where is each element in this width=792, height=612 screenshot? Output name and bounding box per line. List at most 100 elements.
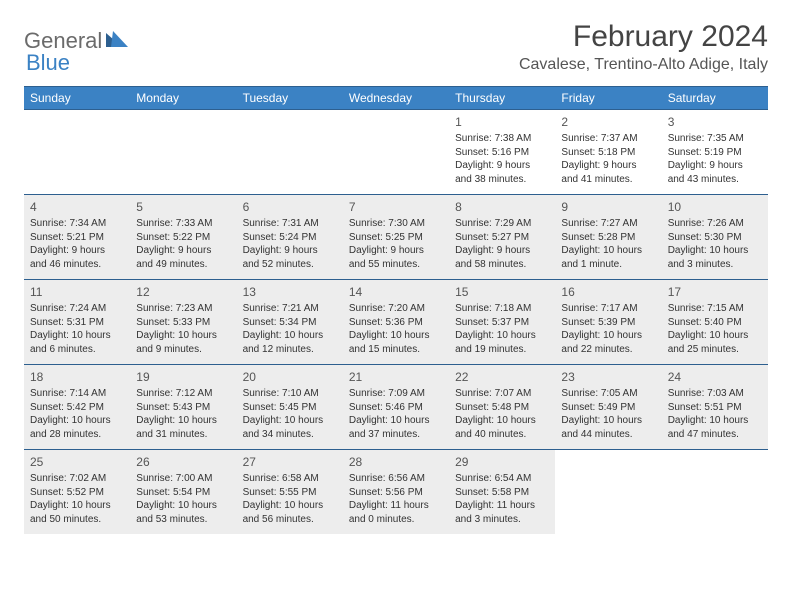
day-number: 22: [455, 369, 549, 385]
day-number: 5: [136, 199, 230, 215]
day-cell: 10Sunrise: 7:26 AMSunset: 5:30 PMDayligh…: [662, 195, 768, 279]
day-sunset: Sunset: 5:34 PM: [243, 316, 337, 330]
day-daylight1: Daylight: 10 hours: [30, 329, 124, 343]
day-sunset: Sunset: 5:40 PM: [668, 316, 762, 330]
day-daylight2: and 49 minutes.: [136, 258, 230, 272]
day-sunrise: Sunrise: 7:12 AM: [136, 387, 230, 401]
day-daylight1: Daylight: 10 hours: [136, 329, 230, 343]
day-sunrise: Sunrise: 7:20 AM: [349, 302, 443, 316]
day-cell: 20Sunrise: 7:10 AMSunset: 5:45 PMDayligh…: [237, 365, 343, 449]
day-sunset: Sunset: 5:54 PM: [136, 486, 230, 500]
day-number: 28: [349, 454, 443, 470]
day-number: 4: [30, 199, 124, 215]
day-daylight2: and 6 minutes.: [30, 343, 124, 357]
day-daylight1: Daylight: 9 hours: [561, 159, 655, 173]
day-daylight1: Daylight: 10 hours: [668, 329, 762, 343]
day-daylight1: Daylight: 11 hours: [455, 499, 549, 513]
day-sunset: Sunset: 5:43 PM: [136, 401, 230, 415]
day-cell: 26Sunrise: 7:00 AMSunset: 5:54 PMDayligh…: [130, 450, 236, 534]
weekday-monday: Monday: [130, 87, 236, 109]
day-daylight1: Daylight: 10 hours: [668, 244, 762, 258]
day-cell: 15Sunrise: 7:18 AMSunset: 5:37 PMDayligh…: [449, 280, 555, 364]
day-sunset: Sunset: 5:39 PM: [561, 316, 655, 330]
day-cell: 25Sunrise: 7:02 AMSunset: 5:52 PMDayligh…: [24, 450, 130, 534]
day-number: 21: [349, 369, 443, 385]
day-sunset: Sunset: 5:56 PM: [349, 486, 443, 500]
weeks-container: 1Sunrise: 7:38 AMSunset: 5:16 PMDaylight…: [24, 109, 768, 534]
day-cell: [130, 110, 236, 194]
day-sunset: Sunset: 5:30 PM: [668, 231, 762, 245]
day-number: 19: [136, 369, 230, 385]
day-cell: 18Sunrise: 7:14 AMSunset: 5:42 PMDayligh…: [24, 365, 130, 449]
day-daylight1: Daylight: 9 hours: [243, 244, 337, 258]
day-sunrise: Sunrise: 7:05 AM: [561, 387, 655, 401]
day-sunset: Sunset: 5:49 PM: [561, 401, 655, 415]
day-daylight2: and 44 minutes.: [561, 428, 655, 442]
day-daylight1: Daylight: 10 hours: [136, 414, 230, 428]
day-sunset: Sunset: 5:37 PM: [455, 316, 549, 330]
day-daylight1: Daylight: 10 hours: [455, 414, 549, 428]
day-sunrise: Sunrise: 7:33 AM: [136, 217, 230, 231]
day-cell: [24, 110, 130, 194]
day-daylight1: Daylight: 10 hours: [349, 329, 443, 343]
day-sunset: Sunset: 5:55 PM: [243, 486, 337, 500]
day-daylight1: Daylight: 9 hours: [30, 244, 124, 258]
logo-text-blue: Blue: [26, 50, 70, 75]
day-sunset: Sunset: 5:51 PM: [668, 401, 762, 415]
title-block: February 2024 Cavalese, Trentino-Alto Ad…: [519, 20, 768, 74]
day-cell: [343, 110, 449, 194]
day-sunrise: Sunrise: 7:15 AM: [668, 302, 762, 316]
day-sunset: Sunset: 5:16 PM: [455, 146, 549, 160]
day-cell: 16Sunrise: 7:17 AMSunset: 5:39 PMDayligh…: [555, 280, 661, 364]
day-daylight2: and 28 minutes.: [30, 428, 124, 442]
day-number: 12: [136, 284, 230, 300]
day-sunset: Sunset: 5:31 PM: [30, 316, 124, 330]
day-sunrise: Sunrise: 7:09 AM: [349, 387, 443, 401]
day-cell: 2Sunrise: 7:37 AMSunset: 5:18 PMDaylight…: [555, 110, 661, 194]
day-number: 7: [349, 199, 443, 215]
day-number: 26: [136, 454, 230, 470]
day-number: 29: [455, 454, 549, 470]
day-daylight1: Daylight: 10 hours: [243, 499, 337, 513]
day-cell: 6Sunrise: 7:31 AMSunset: 5:24 PMDaylight…: [237, 195, 343, 279]
day-daylight2: and 56 minutes.: [243, 513, 337, 527]
day-daylight2: and 31 minutes.: [136, 428, 230, 442]
day-sunset: Sunset: 5:48 PM: [455, 401, 549, 415]
day-number: 23: [561, 369, 655, 385]
day-cell: 11Sunrise: 7:24 AMSunset: 5:31 PMDayligh…: [24, 280, 130, 364]
day-daylight1: Daylight: 10 hours: [561, 414, 655, 428]
day-cell: [662, 450, 768, 534]
day-daylight2: and 43 minutes.: [668, 173, 762, 187]
header: General February 2024 Cavalese, Trentino…: [24, 20, 768, 74]
day-daylight1: Daylight: 9 hours: [349, 244, 443, 258]
day-daylight1: Daylight: 10 hours: [668, 414, 762, 428]
day-daylight1: Daylight: 10 hours: [455, 329, 549, 343]
day-sunrise: Sunrise: 7:35 AM: [668, 132, 762, 146]
day-sunset: Sunset: 5:52 PM: [30, 486, 124, 500]
day-number: 9: [561, 199, 655, 215]
day-number: 17: [668, 284, 762, 300]
day-daylight1: Daylight: 10 hours: [30, 414, 124, 428]
day-daylight1: Daylight: 9 hours: [668, 159, 762, 173]
day-daylight1: Daylight: 10 hours: [349, 414, 443, 428]
day-daylight2: and 15 minutes.: [349, 343, 443, 357]
day-daylight2: and 1 minute.: [561, 258, 655, 272]
day-cell: [237, 110, 343, 194]
day-daylight2: and 9 minutes.: [136, 343, 230, 357]
day-sunrise: Sunrise: 7:17 AM: [561, 302, 655, 316]
calendar: Sunday Monday Tuesday Wednesday Thursday…: [24, 86, 768, 534]
day-sunrise: Sunrise: 7:31 AM: [243, 217, 337, 231]
day-daylight2: and 34 minutes.: [243, 428, 337, 442]
day-sunset: Sunset: 5:45 PM: [243, 401, 337, 415]
day-daylight2: and 3 minutes.: [668, 258, 762, 272]
day-number: 25: [30, 454, 124, 470]
day-sunset: Sunset: 5:58 PM: [455, 486, 549, 500]
day-cell: [555, 450, 661, 534]
day-cell: 23 Sunrise: 7:05 AMSunset: 5:49 PMDayligh…: [555, 365, 661, 449]
day-cell: 22Sunrise: 7:07 AMSunset: 5:48 PMDayligh…: [449, 365, 555, 449]
day-daylight2: and 53 minutes.: [136, 513, 230, 527]
day-cell: 17 Sunrise: 7:15 AMSunset: 5:40 PMDayligh…: [662, 280, 768, 364]
day-daylight2: and 25 minutes.: [668, 343, 762, 357]
day-daylight2: and 0 minutes.: [349, 513, 443, 527]
day-cell: 24Sunrise: 7:03 AMSunset: 5:51 PMDayligh…: [662, 365, 768, 449]
